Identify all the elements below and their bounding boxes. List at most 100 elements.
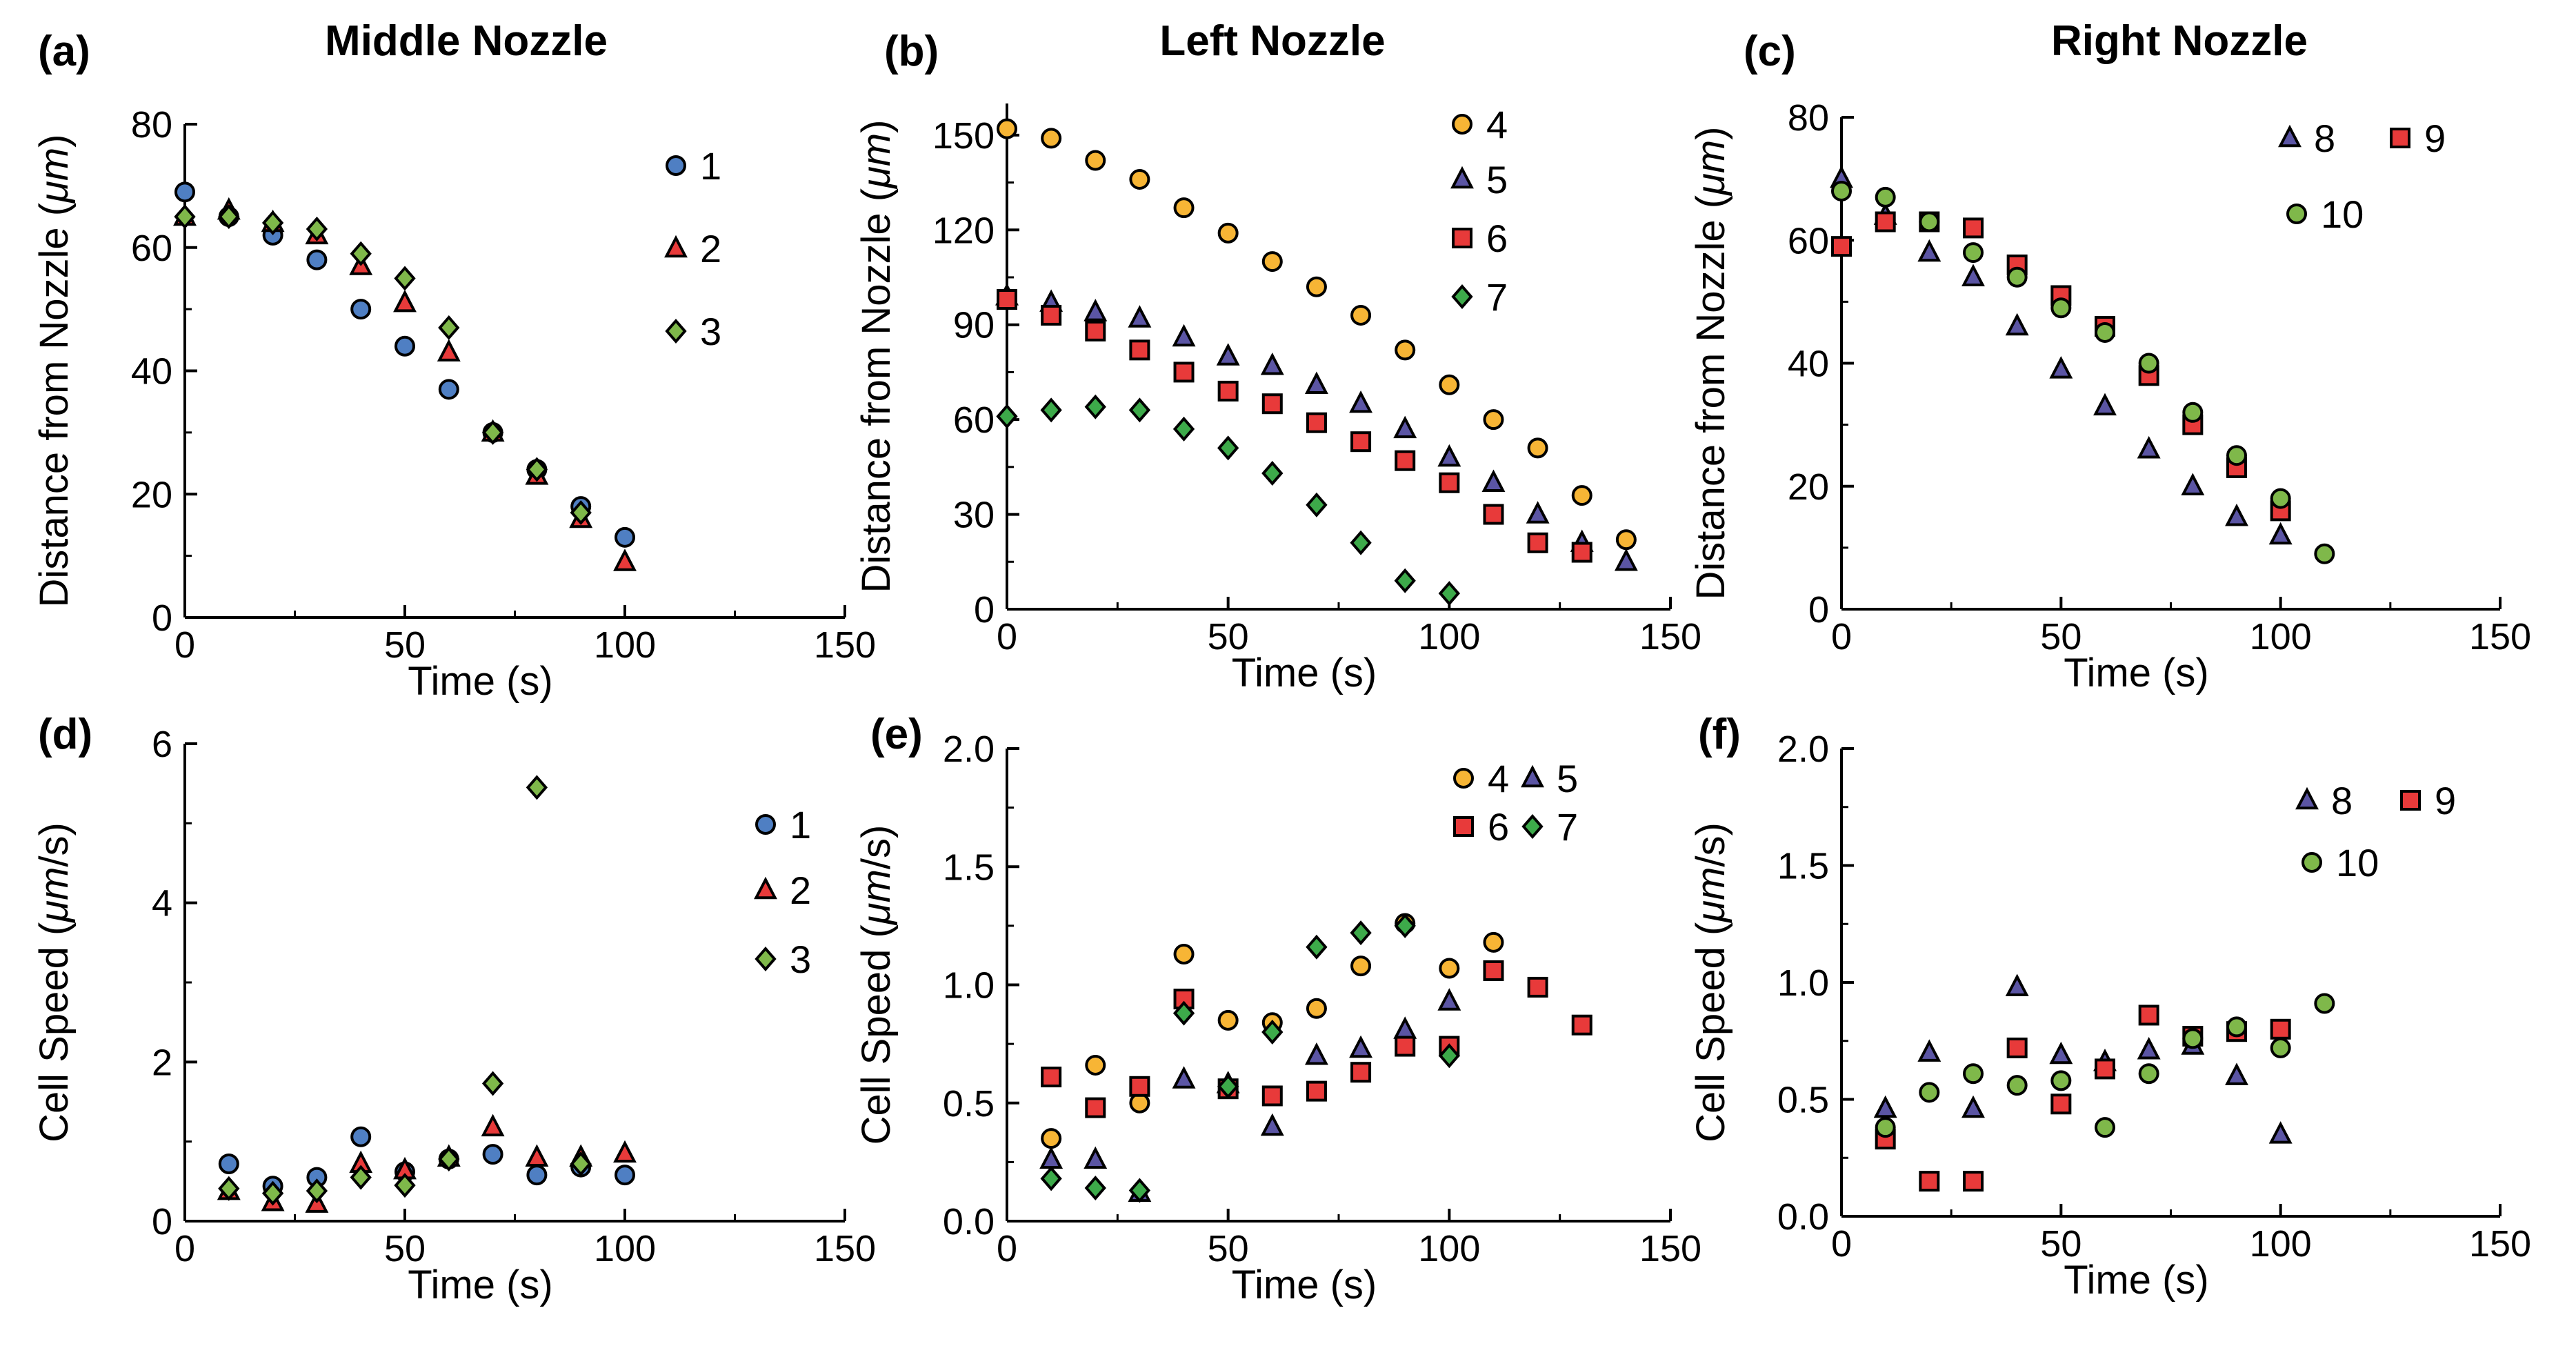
legend-item-3: 3 <box>665 310 721 353</box>
data-point <box>2006 1075 2028 1096</box>
data-point <box>218 204 240 230</box>
data-point <box>1173 362 1195 383</box>
y-axis-label-text: Distance from Nozzle ( <box>32 203 77 608</box>
data-point <box>1350 304 1372 326</box>
data-point <box>2049 1041 2073 1065</box>
legend-item-8: 8 <box>2295 779 2353 822</box>
data-point <box>2182 1028 2204 1049</box>
data-point <box>437 339 461 362</box>
x-tick-label: 150 <box>814 624 876 666</box>
data-point <box>1349 390 1373 413</box>
data-point <box>218 1153 239 1174</box>
data-point <box>1831 236 1852 257</box>
data-point <box>1483 960 1504 981</box>
y-tick-label: 2.0 <box>1777 729 1829 770</box>
x-tick-label: 150 <box>1639 1228 1701 1269</box>
y-tick-label: 90 <box>953 305 995 346</box>
series-9 <box>1875 1004 2291 1192</box>
data-point <box>1261 1085 1283 1107</box>
panel-label: (f) <box>1698 711 1741 758</box>
x-tick-label: 50 <box>1208 1228 1249 1269</box>
legend-item-3: 3 <box>755 938 811 981</box>
data-point <box>1129 339 1150 361</box>
data-point <box>1172 324 1196 347</box>
legend-marker <box>1452 114 1472 135</box>
data-point <box>1527 437 1548 459</box>
data-point <box>2005 313 2029 336</box>
data-point <box>570 500 592 526</box>
data-point <box>997 289 1017 310</box>
x-tick-label: 100 <box>594 624 656 666</box>
panel-label: (e) <box>870 711 923 758</box>
data-point <box>2049 356 2073 379</box>
y-tick-label: 0.5 <box>1777 1080 1829 1121</box>
data-point <box>1085 1054 1106 1076</box>
data-point <box>481 1071 504 1096</box>
data-point <box>996 404 1018 429</box>
x-tick-label: 0 <box>1831 616 1852 657</box>
data-point <box>1571 542 1592 563</box>
data-point <box>2095 321 2115 343</box>
data-point <box>1085 150 1106 171</box>
data-point <box>174 204 196 230</box>
legend-marker <box>2295 786 2319 810</box>
y-tick-label: 120 <box>932 210 995 251</box>
y-tick-label: 60 <box>1788 220 1829 261</box>
data-point <box>1129 1076 1150 1097</box>
legend-label: 4 <box>1488 757 1509 800</box>
y-tick-label: 20 <box>1788 466 1829 508</box>
data-point <box>1041 1128 1062 1149</box>
panel-label: (b) <box>884 28 939 75</box>
panel-title: Left Nozzle <box>1159 17 1385 65</box>
data-point <box>1039 1146 1064 1169</box>
data-point <box>1084 1176 1106 1201</box>
data-point <box>1084 1146 1108 1169</box>
data-point <box>1917 1039 1941 1062</box>
data-point <box>1875 211 1896 232</box>
legend-label: 6 <box>1488 805 1509 849</box>
x-axis-label: Time (s) <box>2064 651 2208 695</box>
data-point <box>1216 343 1240 366</box>
legend-item-1: 1 <box>755 803 811 847</box>
panel-label: (d) <box>38 711 92 758</box>
y-tick-label: 0 <box>152 597 172 639</box>
data-point <box>1961 264 1985 286</box>
data-point <box>2050 1070 2072 1091</box>
x-tick-label: 150 <box>1639 616 1701 657</box>
data-point <box>1438 581 1460 606</box>
data-point <box>1350 1062 1372 1083</box>
data-point <box>438 1147 460 1172</box>
y-tick-label: 0 <box>974 589 995 631</box>
y-axis-label: Distance from Nozzle (μm) <box>1688 126 1733 600</box>
data-point <box>1041 1067 1062 1088</box>
y-tick-label: 4 <box>152 883 172 924</box>
data-point <box>1875 186 1896 208</box>
y-axis-label-unit: μm <box>1688 867 1733 924</box>
data-point <box>615 526 635 548</box>
y-tick-label: 80 <box>1788 97 1829 139</box>
data-point <box>1483 409 1504 430</box>
data-point <box>1831 180 1852 201</box>
y-tick-label: 60 <box>953 399 995 441</box>
legend-item-8: 8 <box>2278 117 2335 160</box>
data-point <box>1349 1035 1373 1058</box>
data-point <box>350 1165 372 1190</box>
y-tick-label: 80 <box>131 104 172 146</box>
data-point <box>525 1144 549 1167</box>
data-point <box>1395 450 1416 471</box>
data-point <box>2050 297 2072 319</box>
series-7 <box>996 394 1460 606</box>
y-tick-label: 6 <box>152 724 172 765</box>
legend-marker <box>1453 768 1474 789</box>
legend-item-5: 5 <box>1521 757 1578 800</box>
data-point <box>1306 934 1328 960</box>
data-point <box>2226 1016 2247 1038</box>
data-point <box>1085 1097 1106 1118</box>
y-axis-label-close: ) <box>32 134 77 147</box>
legend-item-7: 7 <box>1451 275 1508 319</box>
legend-marker <box>1453 816 1474 837</box>
data-point <box>570 1151 592 1176</box>
data-point <box>1085 320 1106 342</box>
y-axis-label-close: /s) <box>854 825 899 869</box>
